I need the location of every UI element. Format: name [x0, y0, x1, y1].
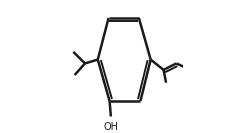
Text: OH: OH — [103, 122, 118, 132]
